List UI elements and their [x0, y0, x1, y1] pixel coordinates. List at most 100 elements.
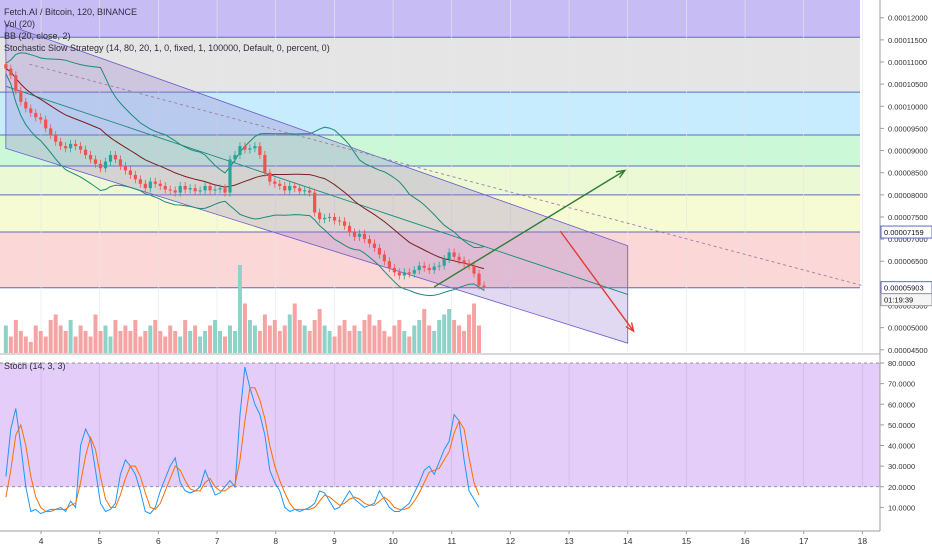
- volume-bar: [58, 325, 63, 353]
- time-tick-label: 6: [156, 536, 161, 546]
- volume-bar: [457, 325, 462, 353]
- volume-bar: [8, 336, 13, 353]
- candle-body: [4, 64, 8, 69]
- volume-bar: [178, 336, 183, 353]
- candle-body: [258, 146, 262, 155]
- bb-legend: BB (20, close, 2): [4, 31, 71, 41]
- candle-body: [83, 149, 88, 155]
- candle-body: [218, 188, 222, 190]
- time-tick-label: 11: [447, 536, 456, 546]
- volume-bar: [472, 303, 477, 353]
- fib-bands: [0, 0, 860, 289]
- candle-body: [457, 256, 461, 261]
- volume-bar: [98, 331, 103, 353]
- candle-body: [278, 183, 282, 186]
- volume-bar: [118, 331, 123, 353]
- price-tick-label: 0.00006500: [888, 257, 928, 266]
- candle-body: [198, 190, 202, 192]
- candle-body: [347, 225, 352, 233]
- arrow-down-head: [625, 322, 635, 333]
- candle-body: [238, 146, 242, 155]
- candle-body: [9, 68, 13, 76]
- candle-body: [362, 233, 367, 240]
- candle-body: [402, 272, 406, 276]
- bb-lower: [5, 73, 485, 297]
- candle-body: [308, 190, 312, 193]
- price-tick-label: 0.00009500: [888, 124, 928, 133]
- fib-band: [0, 232, 860, 288]
- volume-bar: [392, 325, 397, 353]
- candle-body: [263, 154, 267, 173]
- volume-bar: [103, 325, 108, 353]
- candle-body: [387, 261, 391, 268]
- volume-bar: [153, 320, 158, 353]
- fib-band: [0, 135, 860, 167]
- countdown-badge: 01:19:39: [880, 293, 932, 307]
- volume-bar: [282, 325, 287, 353]
- candle-body: [64, 146, 68, 149]
- volume-bar: [78, 325, 83, 353]
- volume-bar: [462, 331, 467, 353]
- volume-bar: [203, 331, 208, 353]
- volume-bar: [223, 336, 228, 353]
- level-price-badge: 0.00007159: [880, 225, 932, 239]
- candle-body: [288, 185, 292, 191]
- candle-body: [98, 163, 103, 169]
- last-price-badge-text: 0.00005903: [884, 284, 924, 293]
- volume-bar: [437, 320, 442, 353]
- fib-band: [0, 37, 860, 93]
- candle-body: [168, 189, 172, 191]
- volume-bar: [347, 331, 352, 353]
- last-price-badge: 0.00005903: [880, 281, 932, 295]
- candle-body: [93, 159, 98, 164]
- candle-body: [462, 260, 466, 264]
- time-tick-label: 14: [623, 536, 633, 546]
- candle-body: [123, 166, 127, 171]
- volume-bar: [218, 331, 223, 353]
- volume-bar: [352, 325, 357, 353]
- candle-body: [163, 185, 167, 190]
- volume-bar: [208, 325, 213, 353]
- volume-bar: [327, 331, 332, 353]
- candle-body: [44, 119, 48, 129]
- bb-basis: [5, 68, 485, 270]
- volume-bar: [267, 325, 272, 353]
- candle-body: [73, 143, 78, 147]
- time-tick-label: 17: [799, 536, 809, 546]
- candle-body: [208, 185, 212, 191]
- candle-body: [24, 101, 28, 109]
- volume-bar: [417, 320, 422, 353]
- bottom-axis-bg: [0, 531, 932, 550]
- candle-body: [49, 128, 53, 136]
- candle-body: [392, 267, 396, 273]
- volume-bar: [292, 303, 297, 353]
- volume-bar: [28, 342, 33, 353]
- candle-body: [382, 254, 386, 262]
- candle-body: [193, 188, 197, 192]
- fib-band: [0, 0, 860, 38]
- volume-bar: [18, 331, 23, 353]
- candle-body: [397, 272, 401, 276]
- candle-body: [452, 252, 456, 257]
- volume-bar: [73, 336, 78, 353]
- candle-body: [342, 221, 347, 226]
- stoch-tick-label: 70.0000: [888, 380, 915, 389]
- candle-body: [54, 135, 58, 142]
- candle-body: [273, 181, 277, 184]
- volume-bar: [337, 325, 342, 353]
- candle-body: [143, 183, 147, 189]
- volume-bar: [412, 325, 417, 353]
- volume-bar: [148, 325, 153, 353]
- candle-body: [228, 159, 232, 193]
- volume-bar: [123, 325, 128, 353]
- volume-bar: [367, 314, 372, 353]
- volume-bar: [422, 309, 427, 353]
- volume-bar: [307, 331, 312, 353]
- candle-body: [437, 265, 441, 267]
- volume-bar: [83, 331, 88, 353]
- candle-body: [128, 170, 132, 175]
- candle-body: [173, 190, 177, 193]
- volume-bar: [382, 331, 387, 353]
- volume-bar: [312, 320, 317, 353]
